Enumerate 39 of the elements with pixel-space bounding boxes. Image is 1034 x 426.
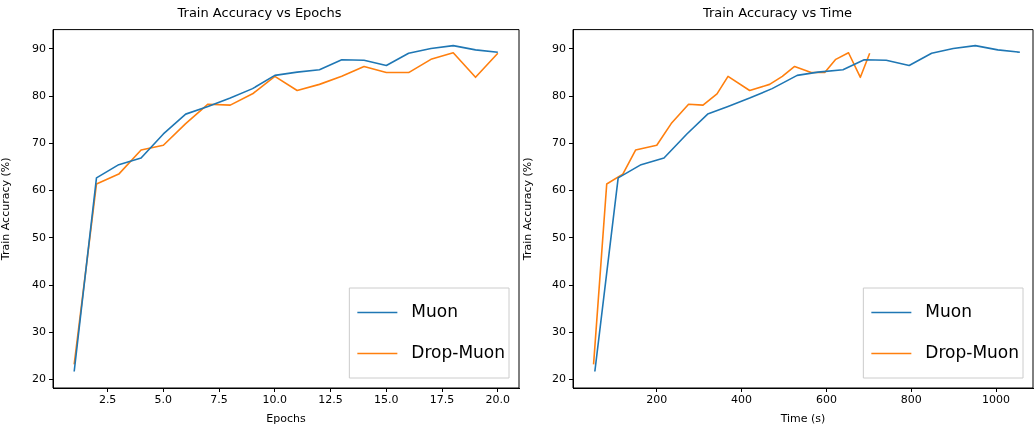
x-tick-label: 800: [900, 393, 922, 407]
y-tick-label: 20: [32, 372, 46, 386]
y-tick-label: 60: [552, 183, 566, 197]
x-axis-title: Epochs: [266, 412, 306, 426]
x-tick-label: 17.5: [429, 393, 455, 407]
x-tick-label: 1000: [982, 393, 1011, 407]
x-tick-label: 20.0: [485, 393, 511, 407]
x-tick-label: 12.5: [318, 393, 343, 407]
chart-title: Train Accuracy vs Time: [701, 5, 853, 21]
legend-label: Muon: [925, 300, 972, 321]
x-tick-label: 600: [815, 393, 837, 407]
legend-label: Muon: [411, 300, 458, 321]
y-tick-label: 90: [552, 41, 566, 55]
x-tick-label: 2.5: [98, 393, 117, 407]
y-tick-label: 40: [32, 277, 46, 291]
y-tick-label: 30: [552, 325, 566, 339]
y-tick-label: 20: [552, 372, 566, 386]
x-tick-label: 200: [646, 393, 668, 407]
x-tick-label: 10.0: [262, 393, 288, 407]
x-tick-label: 400: [731, 393, 753, 407]
y-tick-label: 50: [552, 230, 566, 244]
y-tick-label: 40: [552, 277, 566, 291]
y-axis-title: Train Accuracy (%): [0, 157, 13, 262]
y-axis-title: Train Accuracy (%): [521, 157, 535, 262]
y-tick-label: 60: [32, 183, 46, 197]
legend-label: Drop-Muon: [411, 341, 506, 362]
y-tick-label: 90: [32, 41, 46, 55]
x-tick-label: 5.0: [154, 393, 173, 407]
x-axis-title: Time (s): [779, 412, 826, 426]
y-tick-label: 70: [32, 136, 46, 150]
x-tick-label: 15.0: [374, 393, 399, 407]
x-tick-label: 7.5: [210, 393, 228, 407]
legend-label: Drop-Muon: [925, 341, 1020, 362]
y-tick-label: 80: [32, 89, 46, 103]
y-tick-label: 50: [32, 230, 46, 244]
y-tick-label: 30: [32, 325, 46, 339]
chart-title: Train Accuracy vs Epochs: [176, 5, 342, 21]
y-tick-label: 70: [552, 136, 566, 150]
y-tick-label: 80: [552, 89, 566, 103]
